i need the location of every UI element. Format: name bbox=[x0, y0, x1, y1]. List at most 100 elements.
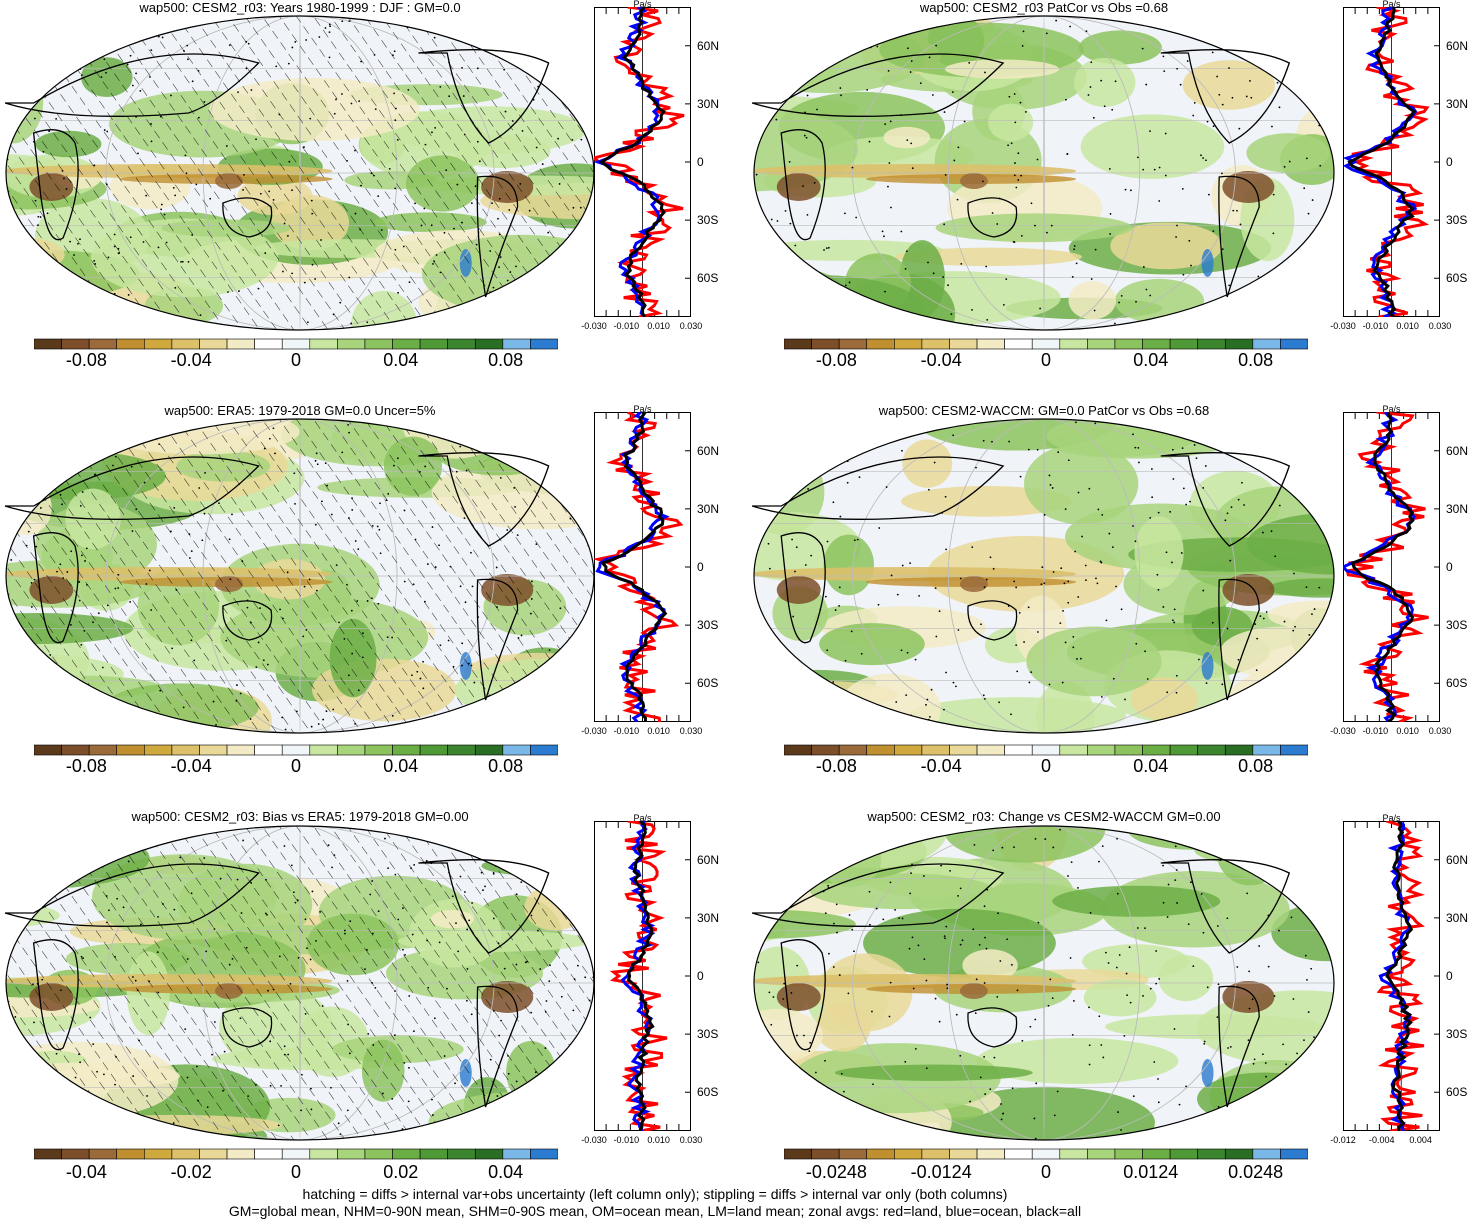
panel-3-zonal-land-line bbox=[594, 412, 684, 722]
panel-1-continent-4 bbox=[418, 49, 550, 144]
panel-5-colorbar-swatch bbox=[61, 1148, 90, 1160]
panel-1-zonal-lat-3: 30S bbox=[697, 213, 719, 228]
panel-1-title: wap500: CESM2_r03: Years 1980-1999 : DJF… bbox=[139, 0, 461, 15]
panel-3-colorbar-swatch bbox=[474, 744, 504, 756]
panel-5-colorbar-swatch bbox=[474, 1148, 504, 1160]
panel-5-zonal-land-line bbox=[609, 821, 668, 1131]
panel-2-zonal-lat-0: 60N bbox=[1446, 38, 1469, 53]
panel-5-colorbar-swatch bbox=[419, 1148, 448, 1160]
panel-1-colorbar-tick-4: 0.08 bbox=[488, 350, 524, 370]
panel-2-colorbar-tick-1: -0.04 bbox=[920, 350, 962, 370]
panel-3-continent-3 bbox=[222, 600, 273, 641]
panel-1-colorbar-swatch bbox=[530, 338, 558, 350]
panel-5-colorbar-swatch bbox=[447, 1148, 476, 1160]
panel-4-colorbar-tick-4: 0.08 bbox=[1238, 756, 1274, 776]
panel-4-zonal-plot bbox=[1343, 412, 1440, 722]
panel-2-colorbar-swatch bbox=[949, 338, 978, 350]
panel-4-colorbar-swatch bbox=[1252, 744, 1281, 756]
panel-6-colorbar-swatch bbox=[1224, 1148, 1254, 1160]
panel-2-continent-2 bbox=[752, 53, 1005, 117]
panel-2-colorbar-tick-2: 0 bbox=[1040, 350, 1052, 370]
panel-2-continent-1 bbox=[780, 129, 826, 241]
panel-2-colorbar-swatch bbox=[1197, 338, 1226, 350]
footer-line-2: GM=global mean, NHM=0-90N mean, SHM=0-90… bbox=[228, 1203, 1082, 1219]
panel-5-title: wap500: CESM2_r03: Bias vs ERA5: 1979-20… bbox=[131, 809, 469, 824]
panel-6-colorbar-swatch bbox=[949, 1148, 978, 1160]
panel-5-zonal-xtick-2: 0.010 bbox=[647, 1135, 670, 1145]
panel-2-continent-3 bbox=[967, 197, 1018, 238]
panel-3-zonal-lat-0: 60N bbox=[697, 443, 720, 458]
panel-3-colorbar bbox=[34, 744, 558, 756]
panel-1-zonal-xtick-1: -0.010 bbox=[613, 321, 640, 331]
panel-5-map bbox=[4, 825, 595, 1141]
panel-2-zonal-all-line bbox=[1347, 7, 1417, 317]
panel-1-zonal-xtick-2: 0.010 bbox=[647, 321, 670, 331]
panel-1-colorbar-swatch bbox=[144, 338, 173, 350]
panel-5-colorbar-swatch bbox=[337, 1148, 366, 1160]
panel-2-colorbar-swatch bbox=[1114, 338, 1143, 350]
panel-3-map bbox=[4, 418, 595, 734]
panel-6-colorbar-tick-4: 0.0248 bbox=[1228, 1162, 1284, 1182]
panel-6-zonal-xtick-0: -0.012 bbox=[1330, 1135, 1356, 1145]
panel-2-colorbar-swatch bbox=[838, 338, 868, 350]
panel-1-colorbar-tick-0: -0.08 bbox=[65, 350, 107, 370]
panel-6-zonal-xtick-1: -0.004 bbox=[1369, 1135, 1395, 1145]
panel-6-zonal-lat-1: 30N bbox=[1446, 910, 1469, 925]
panel-3-colorbar-swatch bbox=[226, 744, 255, 756]
panel-1-map bbox=[4, 15, 595, 331]
panel-6-colorbar-swatch bbox=[894, 1148, 923, 1160]
panel-4-continent-1 bbox=[780, 532, 826, 644]
panel-2-colorbar-swatch bbox=[1142, 338, 1171, 350]
panel-1-zonal-lat-1: 30N bbox=[697, 96, 720, 111]
panel-6-continent-4 bbox=[1160, 859, 1291, 954]
panel-2-colorbar-swatch bbox=[921, 338, 950, 350]
panel-4-zonal-lat-4: 60S bbox=[1446, 676, 1468, 691]
panel-5-colorbar-swatch bbox=[226, 1148, 255, 1160]
panel-2-zonal-unit: Pa/s bbox=[1382, 0, 1401, 9]
panel-1-colorbar-swatch bbox=[61, 338, 90, 350]
panel-3-zonal-lat-3: 30S bbox=[697, 618, 719, 633]
panel-3-colorbar-swatch bbox=[171, 744, 200, 756]
panel-5-colorbar-swatch bbox=[116, 1148, 145, 1160]
panel-4-colorbar-swatch bbox=[1059, 744, 1088, 756]
panel-1-colorbar-swatch bbox=[226, 338, 255, 350]
panel-6-zonal-all-line bbox=[1385, 821, 1414, 1131]
panel-2-zonal-lat-1: 30N bbox=[1446, 96, 1469, 111]
panel-4-zonal-xtick-0: -0.030 bbox=[1330, 726, 1356, 736]
panel-5-zonal-xtick-0: -0.030 bbox=[581, 1135, 607, 1145]
panel-6-zonal-unit: Pa/s bbox=[1382, 813, 1401, 823]
panel-6-colorbar-tick-1: -0.0124 bbox=[910, 1162, 972, 1182]
panel-2-zonal-lat-2: 0 bbox=[1446, 155, 1453, 169]
panel-6-colorbar-swatch bbox=[811, 1148, 840, 1160]
panel-6-colorbar-swatch bbox=[1142, 1148, 1171, 1160]
panel-5-zonal-ocean-line bbox=[620, 821, 656, 1131]
panel-2-colorbar-swatch bbox=[1087, 338, 1116, 350]
panel-4-colorbar-swatch bbox=[1169, 744, 1198, 756]
panel-2-colorbar bbox=[784, 338, 1308, 350]
panel-4-colorbar-tick-3: 0.04 bbox=[1133, 756, 1169, 776]
panel-3-zonal-lat-4: 60S bbox=[697, 676, 719, 691]
panel-6-colorbar-swatch bbox=[1280, 1148, 1308, 1160]
panel-5-zonal-plot bbox=[594, 821, 691, 1131]
panel-6-colorbar-swatch bbox=[921, 1148, 950, 1160]
panel-6-zonal-xtick-2: 0.004 bbox=[1409, 1135, 1432, 1145]
panel-4-continent-2 bbox=[752, 456, 1005, 520]
panel-1-colorbar-swatch bbox=[337, 338, 366, 350]
panel-2-zonal-xtick-2: 0.010 bbox=[1396, 321, 1419, 331]
panel-6-zonal-lat-2: 0 bbox=[1446, 969, 1453, 983]
panel-3-colorbar-swatch bbox=[447, 744, 476, 756]
panel-6-continent-5 bbox=[1218, 985, 1260, 1108]
panel-1-zonal-xtick-3: 0.030 bbox=[679, 321, 703, 331]
panel-2-title: wap500: CESM2_r03 PatCor vs Obs =0.68 bbox=[919, 0, 1169, 15]
panel-3-colorbar-swatch bbox=[502, 744, 531, 756]
panel-4-colorbar-swatch bbox=[811, 744, 840, 756]
panel-1-zonal-all-line bbox=[598, 7, 666, 317]
panel-6-colorbar-swatch bbox=[784, 1148, 812, 1160]
panel-4-colorbar-tick-0: -0.08 bbox=[815, 756, 857, 776]
panel-2-colorbar-swatch bbox=[976, 338, 1005, 350]
panel-5-zonal-xtick-1: -0.010 bbox=[613, 1135, 640, 1145]
panel-6-colorbar-swatch bbox=[838, 1148, 868, 1160]
panel-1-colorbar-swatch bbox=[364, 338, 393, 350]
panel-6-colorbar-swatch bbox=[1169, 1148, 1198, 1160]
panel-5-colorbar-swatch bbox=[530, 1148, 558, 1160]
